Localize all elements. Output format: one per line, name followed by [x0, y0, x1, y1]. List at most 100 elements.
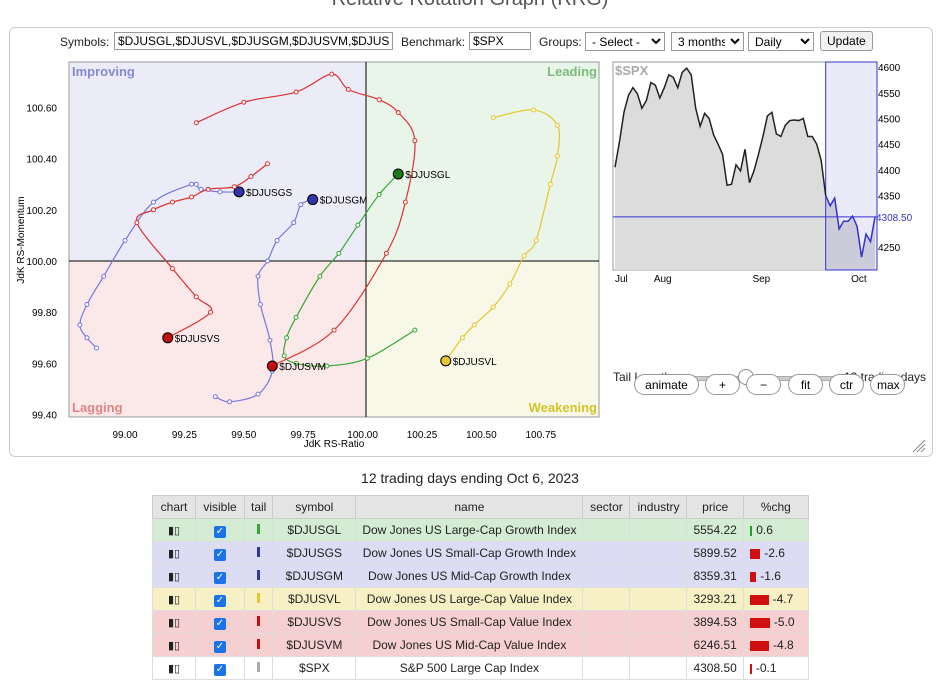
chart-icon[interactable]: ▮▯	[152, 656, 196, 680]
col-sector[interactable]: sector	[582, 495, 631, 519]
col-tail[interactable]: tail	[243, 495, 274, 519]
table-row[interactable]: ▮▯ ✓ $SPX S&P 500 Large Cap Index 4308.50 -0.…	[152, 656, 809, 680]
industry-cell	[629, 587, 688, 611]
series-tail-point	[255, 273, 261, 279]
symbol-cell[interactable]: $DJUSVL	[272, 587, 357, 611]
table-row[interactable]: ▮▯ ✓ $DJUSVS Dow Jones US Small-Cap Value I…	[152, 610, 809, 634]
series-head-point[interactable]	[162, 332, 174, 344]
series-tail-point	[471, 322, 477, 328]
col-symbol[interactable]: symbol	[272, 495, 357, 519]
symbols-table: chart visible tail symbol name sector in…	[152, 495, 809, 680]
symbols-input[interactable]	[114, 32, 393, 50]
visible-checkbox-icon[interactable]: ✓	[214, 594, 226, 607]
col-price[interactable]: price	[686, 495, 744, 519]
period-select[interactable]: 3 months	[671, 32, 744, 51]
chart-icon[interactable]: ▮▯	[152, 610, 196, 634]
series-head-point[interactable]	[233, 186, 245, 198]
series-tail-point	[490, 304, 496, 310]
symbol-cell[interactable]: $SPX	[272, 656, 357, 680]
candlestick-icon[interactable]: ▮▯	[167, 617, 181, 629]
symbol-cell[interactable]: $DJUSVS	[272, 610, 357, 634]
symbol-cell[interactable]: $DJUSGS	[272, 541, 357, 565]
max-button[interactable]: max	[870, 374, 905, 395]
chart-icon[interactable]: ▮▯	[152, 518, 196, 542]
change-bar	[749, 617, 770, 628]
visible-checkbox[interactable]: ✓	[195, 587, 245, 611]
fit-button[interactable]: fit	[788, 374, 823, 395]
groups-select[interactable]: - Select -	[585, 32, 665, 51]
visible-checkbox-icon[interactable]: ✓	[214, 525, 226, 538]
visible-checkbox[interactable]: ✓	[195, 610, 245, 634]
visible-checkbox[interactable]: ✓	[195, 633, 245, 657]
candlestick-icon[interactable]: ▮▯	[167, 663, 181, 675]
x-tick-label: 99.25	[172, 430, 197, 441]
table-row[interactable]: ▮▯ ✓ $DJUSGS Dow Jones US Small-Cap Growth …	[152, 541, 809, 565]
series-head-point[interactable]	[392, 168, 404, 180]
chart-icon[interactable]: ▮▯	[152, 564, 196, 588]
series-tail-point	[170, 199, 176, 205]
zoom-out-button[interactable]: −	[746, 374, 781, 395]
candlestick-icon[interactable]: ▮▯	[167, 571, 181, 583]
table-row[interactable]: ▮▯ ✓ $DJUSGM Dow Jones US Mid-Cap Growth In…	[152, 564, 809, 588]
chart-icon[interactable]: ▮▯	[152, 633, 196, 657]
col-visible[interactable]: visible	[195, 495, 245, 519]
series-label[interactable]: $DJUSVL	[453, 357, 497, 368]
visible-checkbox-icon[interactable]: ✓	[214, 640, 226, 653]
table-row[interactable]: ▮▯ ✓ $DJUSVM Dow Jones US Mid-Cap Value Ind…	[152, 633, 809, 657]
visible-checkbox-icon[interactable]: ✓	[214, 617, 226, 630]
chart-icon[interactable]: ▮▯	[152, 541, 196, 565]
series-head-point[interactable]	[307, 194, 319, 206]
series-tail-point	[274, 238, 280, 244]
zoom-in-button[interactable]: +	[705, 374, 740, 395]
series-tail-point	[193, 181, 199, 187]
series-label[interactable]: $DJUSGM	[320, 196, 368, 207]
series-tail-point	[298, 202, 304, 208]
industry-cell	[629, 656, 688, 680]
candlestick-icon[interactable]: ▮▯	[167, 594, 181, 606]
candlestick-icon[interactable]: ▮▯	[167, 525, 181, 537]
table-row[interactable]: ▮▯ ✓ $DJUSGL Dow Jones US Large-Cap Growth …	[152, 518, 809, 542]
benchmark-input[interactable]	[469, 32, 531, 50]
name-cell: Dow Jones US Small-Cap Value Index	[355, 610, 584, 634]
update-button[interactable]: Update	[820, 31, 873, 51]
col-pctchg[interactable]: %chg	[742, 495, 809, 519]
industry-cell	[629, 633, 688, 657]
frequency-select[interactable]: Daily	[748, 32, 814, 51]
series-tail-point	[170, 266, 176, 272]
resize-handle-icon[interactable]	[910, 437, 926, 453]
symbol-cell[interactable]: $DJUSGL	[272, 518, 357, 542]
symbol-cell[interactable]: $DJUSGM	[272, 564, 357, 588]
chart-icon[interactable]: ▮▯	[152, 587, 196, 611]
series-label[interactable]: $DJUSGL	[405, 170, 450, 181]
series-head-point[interactable]	[440, 355, 452, 367]
candlestick-icon[interactable]: ▮▯	[167, 548, 181, 560]
price-cell: 8359.31	[686, 564, 744, 588]
col-name[interactable]: name	[355, 495, 584, 519]
col-industry[interactable]: industry	[629, 495, 688, 519]
sector-cell	[582, 656, 631, 680]
series-label[interactable]: $DJUSVM	[279, 362, 326, 373]
series-tail-point	[533, 238, 539, 244]
visible-checkbox-icon[interactable]: ✓	[214, 571, 226, 584]
y-tick-label: 99.40	[32, 411, 57, 422]
visible-checkbox-icon[interactable]: ✓	[214, 548, 226, 561]
animate-button[interactable]: animate	[634, 374, 699, 395]
center-button[interactable]: ctr	[829, 374, 864, 395]
series-label[interactable]: $DJUSGS	[246, 188, 292, 199]
visible-checkbox[interactable]: ✓	[195, 564, 245, 588]
visible-checkbox[interactable]: ✓	[195, 518, 245, 542]
series-tail-point	[212, 394, 218, 400]
visible-checkbox[interactable]: ✓	[195, 541, 245, 565]
series-tail-point	[84, 302, 90, 308]
tail-swatch	[243, 564, 274, 588]
benchmark-label: Benchmark:	[401, 35, 466, 49]
series-head-point[interactable]	[266, 360, 278, 372]
symbol-cell[interactable]: $DJUSVM	[272, 633, 357, 657]
table-row[interactable]: ▮▯ ✓ $DJUSVL Dow Jones US Large-Cap Value I…	[152, 587, 809, 611]
visible-checkbox[interactable]: ✓	[195, 656, 245, 680]
visible-checkbox-icon[interactable]: ✓	[214, 663, 226, 676]
col-chart[interactable]: chart	[152, 495, 196, 519]
series-label[interactable]: $DJUSVS	[175, 334, 220, 345]
improving-label: Improving	[72, 64, 135, 79]
candlestick-icon[interactable]: ▮▯	[167, 640, 181, 652]
